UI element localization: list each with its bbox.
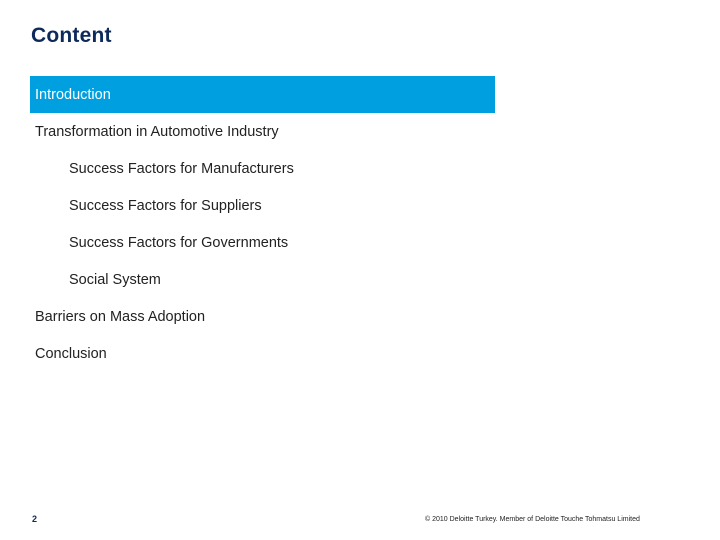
toc-item-manufacturers[interactable]: Success Factors for Manufacturers xyxy=(30,150,495,187)
page-number: 2 xyxy=(32,514,38,524)
slide-title: Content xyxy=(31,24,112,47)
toc-item-label: Success Factors for Governments xyxy=(69,234,289,251)
toc-item-transformation[interactable]: Transformation in Automotive Industry xyxy=(30,113,495,150)
toc-item-barriers[interactable]: Barriers on Mass Adoption xyxy=(30,298,495,335)
toc-item-suppliers[interactable]: Success Factors for Suppliers xyxy=(30,187,495,224)
toc-item-label: Success Factors for Suppliers xyxy=(69,197,262,214)
toc-item-social-system[interactable]: Social System xyxy=(30,261,495,298)
toc-item-label: Success Factors for Manufacturers xyxy=(69,160,294,177)
toc-item-conclusion[interactable]: Conclusion xyxy=(30,335,495,372)
toc-item-label: Conclusion xyxy=(35,345,107,362)
toc-item-label: Barriers on Mass Adoption xyxy=(35,308,206,325)
copyright-notice: © 2010 Deloitte Turkey. Member of Deloit… xyxy=(425,516,640,523)
toc-item-introduction[interactable]: Introduction xyxy=(30,76,495,113)
toc-item-governments[interactable]: Success Factors for Governments xyxy=(30,224,495,261)
toc-item-label: Transformation in Automotive Industry xyxy=(35,123,279,140)
toc-item-label: Introduction xyxy=(35,86,111,103)
table-of-contents: Introduction Transformation in Automotiv… xyxy=(30,76,495,372)
toc-item-label: Social System xyxy=(69,271,161,288)
